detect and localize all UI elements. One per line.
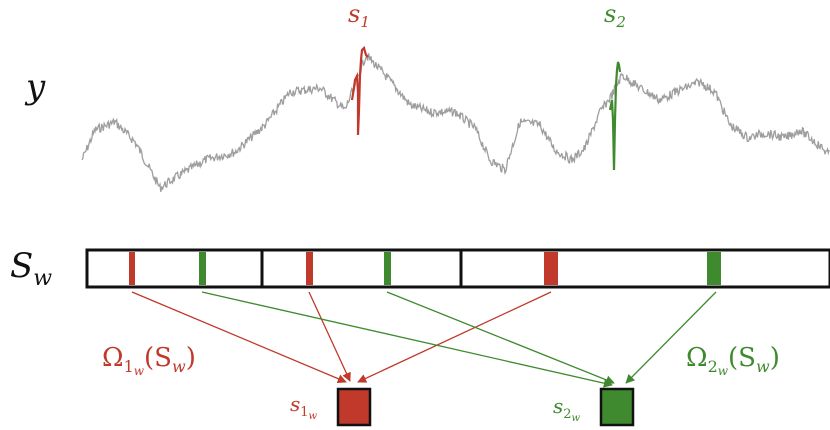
signal-trace — [81, 53, 830, 193]
sequence-label: Sw — [10, 246, 52, 291]
spike-1-trace — [350, 45, 369, 136]
window-segment-2 — [260, 248, 463, 289]
green-arrow-1 — [201, 291, 613, 388]
omega-1-label: Ω1w(Sw) — [102, 343, 196, 378]
window-segment-1 — [85, 248, 264, 289]
red-arrow-1 — [131, 291, 347, 384]
red-marker-3 — [544, 252, 558, 285]
output-box-1 — [336, 387, 372, 427]
omega-2-label: Ω2w(Sw) — [686, 343, 780, 378]
output-box-2 — [599, 387, 635, 427]
spike-2-label: s2 — [604, 0, 626, 31]
window-bar — [85, 248, 830, 289]
output-1-label: s1w — [290, 392, 318, 422]
spike-2-trace — [608, 61, 622, 171]
green-marker-2 — [384, 252, 391, 285]
signal-label: y — [24, 67, 46, 107]
output-2-label: s2w — [553, 394, 581, 424]
green-marker-3 — [707, 252, 721, 285]
red-arrow-3 — [357, 291, 552, 383]
green-arrow-2 — [386, 291, 615, 385]
green-marker-1 — [199, 252, 206, 285]
red-arrow-2 — [308, 291, 351, 382]
red-marker-2 — [306, 252, 313, 285]
window-segment-3 — [459, 248, 830, 289]
red-marker-1 — [129, 252, 135, 285]
green-arrow-3 — [625, 291, 717, 384]
spike-1-label: s1 — [348, 0, 370, 31]
